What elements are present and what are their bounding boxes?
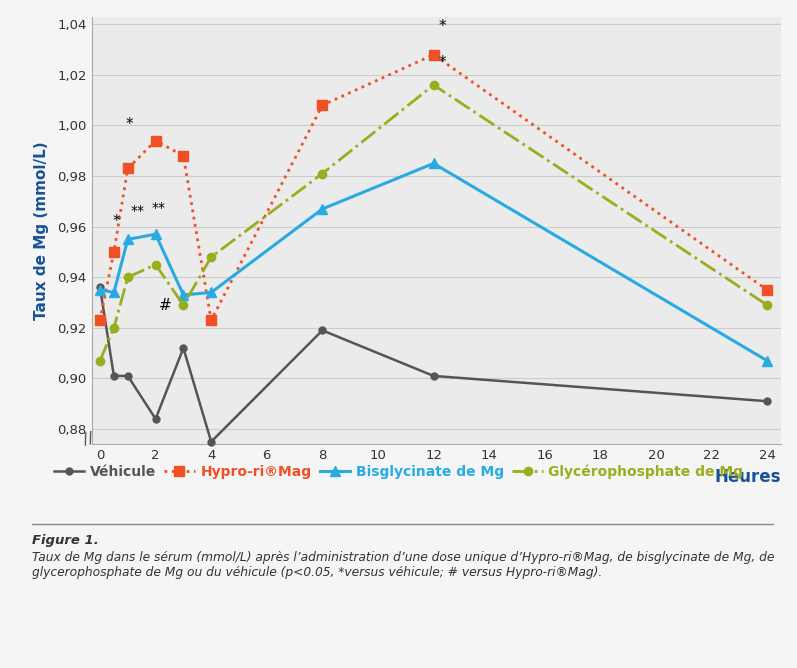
Text: **: ** <box>131 204 144 218</box>
Bisglycinate de Mg <box>429 160 438 168</box>
Text: //: // <box>82 431 96 448</box>
Hypro-ri®Mag <box>151 137 160 145</box>
Véhicule <box>109 372 119 380</box>
Text: Figure 1.: Figure 1. <box>32 534 99 547</box>
Véhicule <box>763 397 772 405</box>
Hypro-ri®Mag <box>109 248 119 256</box>
Bisglycinate de Mg <box>317 205 327 213</box>
Glycérophosphate de Mg <box>317 170 327 178</box>
Bisglycinate de Mg <box>109 289 119 297</box>
Hypro-ri®Mag <box>95 316 104 324</box>
Véhicule <box>151 415 160 423</box>
Glycérophosphate de Mg <box>179 301 188 309</box>
Hypro-ri®Mag <box>179 152 188 160</box>
Text: *: * <box>113 214 120 229</box>
Glycérophosphate de Mg <box>429 81 438 89</box>
Bisglycinate de Mg <box>123 235 132 243</box>
X-axis label: Heures: Heures <box>715 468 781 486</box>
Hypro-ri®Mag <box>763 286 772 294</box>
Text: *: * <box>125 117 133 132</box>
Bisglycinate de Mg <box>763 357 772 365</box>
Line: Véhicule: Véhicule <box>96 284 771 445</box>
Véhicule <box>95 283 104 291</box>
Glycérophosphate de Mg <box>95 357 104 365</box>
Text: Taux de Mg dans le sérum (mmol/L) après l’administration d’une dose unique d’Hyp: Taux de Mg dans le sérum (mmol/L) après … <box>32 551 774 579</box>
Véhicule <box>429 372 438 380</box>
Line: Hypro-ri®Mag: Hypro-ri®Mag <box>95 50 772 325</box>
Bisglycinate de Mg <box>179 291 188 299</box>
Y-axis label: Taux de Mg (mmol/L): Taux de Mg (mmol/L) <box>34 141 49 320</box>
Glycérophosphate de Mg <box>206 253 216 261</box>
Hypro-ri®Mag <box>206 316 216 324</box>
Glycérophosphate de Mg <box>151 261 160 269</box>
Hypro-ri®Mag <box>429 51 438 59</box>
Text: **: ** <box>151 201 165 215</box>
Bisglycinate de Mg <box>95 286 104 294</box>
Text: #: # <box>159 298 171 313</box>
Glycérophosphate de Mg <box>763 301 772 309</box>
Bisglycinate de Mg <box>206 289 216 297</box>
Hypro-ri®Mag <box>317 102 327 110</box>
Hypro-ri®Mag <box>123 164 132 172</box>
Glycérophosphate de Mg <box>123 273 132 281</box>
Bisglycinate de Mg <box>151 230 160 238</box>
Véhicule <box>206 438 216 446</box>
Text: *: * <box>438 19 446 35</box>
Glycérophosphate de Mg <box>109 324 119 332</box>
Text: *: * <box>438 55 446 70</box>
Véhicule <box>179 344 188 352</box>
Véhicule <box>123 372 132 380</box>
Line: Bisglycinate de Mg: Bisglycinate de Mg <box>95 158 772 365</box>
Legend: Véhicule, Hypro-ri®Mag, Bisglycinate de Mg, Glycérophosphate de Mg: Véhicule, Hypro-ri®Mag, Bisglycinate de … <box>53 464 744 479</box>
Line: Glycérophosphate de Mg: Glycérophosphate de Mg <box>96 81 771 365</box>
Véhicule <box>317 327 327 335</box>
